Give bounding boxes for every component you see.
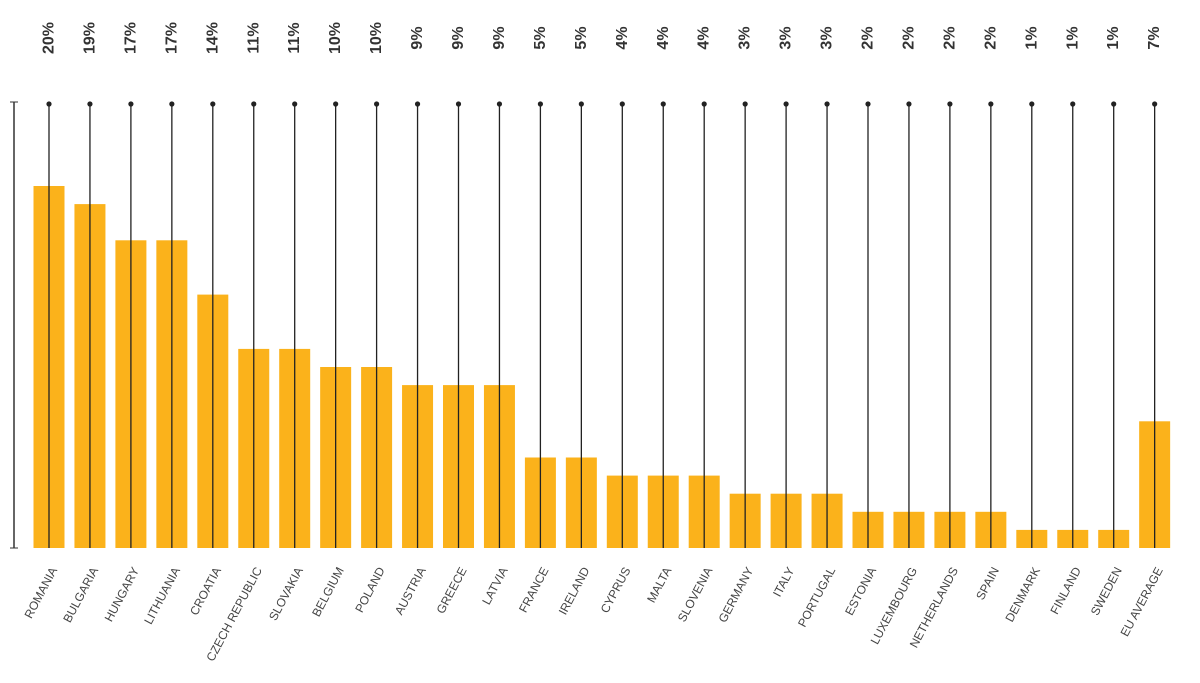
value-label-luxembourg: 2% (900, 26, 917, 49)
stem-dot-romania (46, 101, 52, 107)
category-label-malta: MALTA (644, 565, 674, 605)
stem-dot-portugal (824, 101, 830, 107)
value-label-poland: 10% (368, 22, 385, 54)
category-label-cyprus: CYPRUS (598, 565, 634, 616)
value-label-greece: 9% (450, 26, 467, 49)
value-label-denmark: 1% (1023, 26, 1040, 49)
value-label-germany: 3% (737, 26, 754, 49)
stems-layer (46, 101, 1158, 548)
category-label-denmark: DENMARK (1002, 565, 1043, 625)
value-label-portugal: 3% (819, 26, 836, 49)
value-labels-layer: 20% 19% 17% 17% 14% 11% 11% 10% 10% 9% 9% 9% 5% 5% 4% 4… (41, 22, 1164, 54)
stem-dot-sweden (1111, 101, 1117, 107)
stem-dot-austria (414, 101, 421, 107)
value-label-belgium: 10% (327, 22, 344, 54)
value-label-italy: 3% (778, 26, 795, 49)
value-label-france: 5% (532, 26, 549, 49)
stem-dot-ireland (578, 101, 584, 107)
category-label-portugal: PORTUGAL (795, 564, 838, 629)
stem-dot-finland (1070, 101, 1076, 107)
stem-dot-germany (742, 101, 748, 107)
stem-dot-malta (660, 101, 666, 107)
stem-dot-belgium (333, 101, 339, 107)
stem-dot-spain (988, 101, 994, 107)
category-label-poland: POLAND (352, 564, 388, 614)
value-label-bulgaria: 19% (81, 22, 98, 54)
value-label-malta: 4% (655, 26, 672, 49)
stem-dot-poland (374, 101, 380, 107)
value-label-eu-average: 7% (1146, 26, 1163, 49)
value-label-latvia: 9% (491, 26, 508, 49)
stem-dot-france (537, 101, 544, 107)
category-label-france: FRANCE (516, 565, 552, 615)
category-label-finland: FINLAND (1047, 564, 1084, 616)
stem-dot-czech-republic (251, 101, 257, 107)
category-label-bulgaria: BULGARIA (60, 565, 101, 625)
category-label-greece: GREECE (434, 565, 470, 616)
value-label-austria: 9% (409, 26, 426, 49)
stem-dot-luxembourg (906, 101, 912, 107)
stem-dot-hungary (128, 101, 134, 107)
stem-dot-italy (783, 101, 789, 107)
stem-dot-greece (455, 101, 462, 107)
value-label-slovenia: 4% (696, 26, 713, 49)
value-label-slovakia: 11% (286, 22, 303, 53)
category-label-romania: ROMANIA (22, 565, 61, 621)
value-label-lithuania: 17% (163, 22, 180, 54)
category-label-sweden: SWEDEN (1088, 565, 1125, 618)
category-label-ireland: IRELAND (556, 564, 593, 617)
value-label-sweden: 1% (1105, 26, 1122, 49)
stem-dot-cyprus (619, 101, 625, 107)
category-label-germany: GERMANY (715, 565, 756, 625)
category-label-slovenia: SLOVENIA (675, 565, 716, 625)
value-label-spain: 2% (982, 26, 999, 49)
category-label-belgium: BELGIUM (309, 565, 347, 619)
category-label-lithuania: LITHUANIA (141, 565, 183, 627)
stem-dot-slovenia (701, 101, 707, 107)
stem-dot-denmark (1029, 101, 1035, 107)
value-label-finland: 1% (1064, 26, 1081, 49)
stem-dot-estonia (865, 101, 871, 107)
stem-dot-lithuania (169, 101, 175, 107)
stem-dot-bulgaria (87, 101, 93, 107)
category-label-spain: SPAIN (973, 565, 1002, 603)
category-label-hungary: HUNGARY (102, 565, 142, 624)
category-label-italy: ITALY (770, 565, 797, 599)
category-label-estonia: ESTONIA (842, 565, 879, 618)
value-label-netherlands: 2% (941, 26, 958, 49)
value-label-estonia: 2% (860, 26, 877, 49)
value-label-croatia: 14% (204, 22, 221, 54)
stem-dot-latvia (496, 101, 503, 107)
category-label-latvia: LATVIA (479, 565, 510, 607)
value-label-romania: 20% (41, 22, 58, 54)
stem-dot-croatia (210, 101, 216, 107)
category-label-austria: AUSTRIA (392, 565, 429, 617)
value-label-czech-republic: 11% (245, 22, 262, 53)
value-label-cyprus: 4% (614, 26, 631, 49)
value-label-ireland: 5% (573, 26, 590, 49)
value-label-hungary: 17% (122, 22, 139, 54)
category-label-croatia: CROATIA (187, 565, 224, 618)
stem-dot-slovakia (292, 101, 298, 107)
stem-dot-netherlands (947, 101, 953, 107)
category-label-slovakia: SLOVAKIA (266, 565, 306, 623)
category-labels-layer: ROMANIA BULGARIA HUNGARY LITHUANIA CROATIACZ… (22, 564, 1166, 663)
stem-dot-eu-average (1152, 101, 1158, 107)
bars-layer (33, 186, 1171, 549)
category-label-eu-average: EU AVERAGE (1118, 565, 1166, 639)
